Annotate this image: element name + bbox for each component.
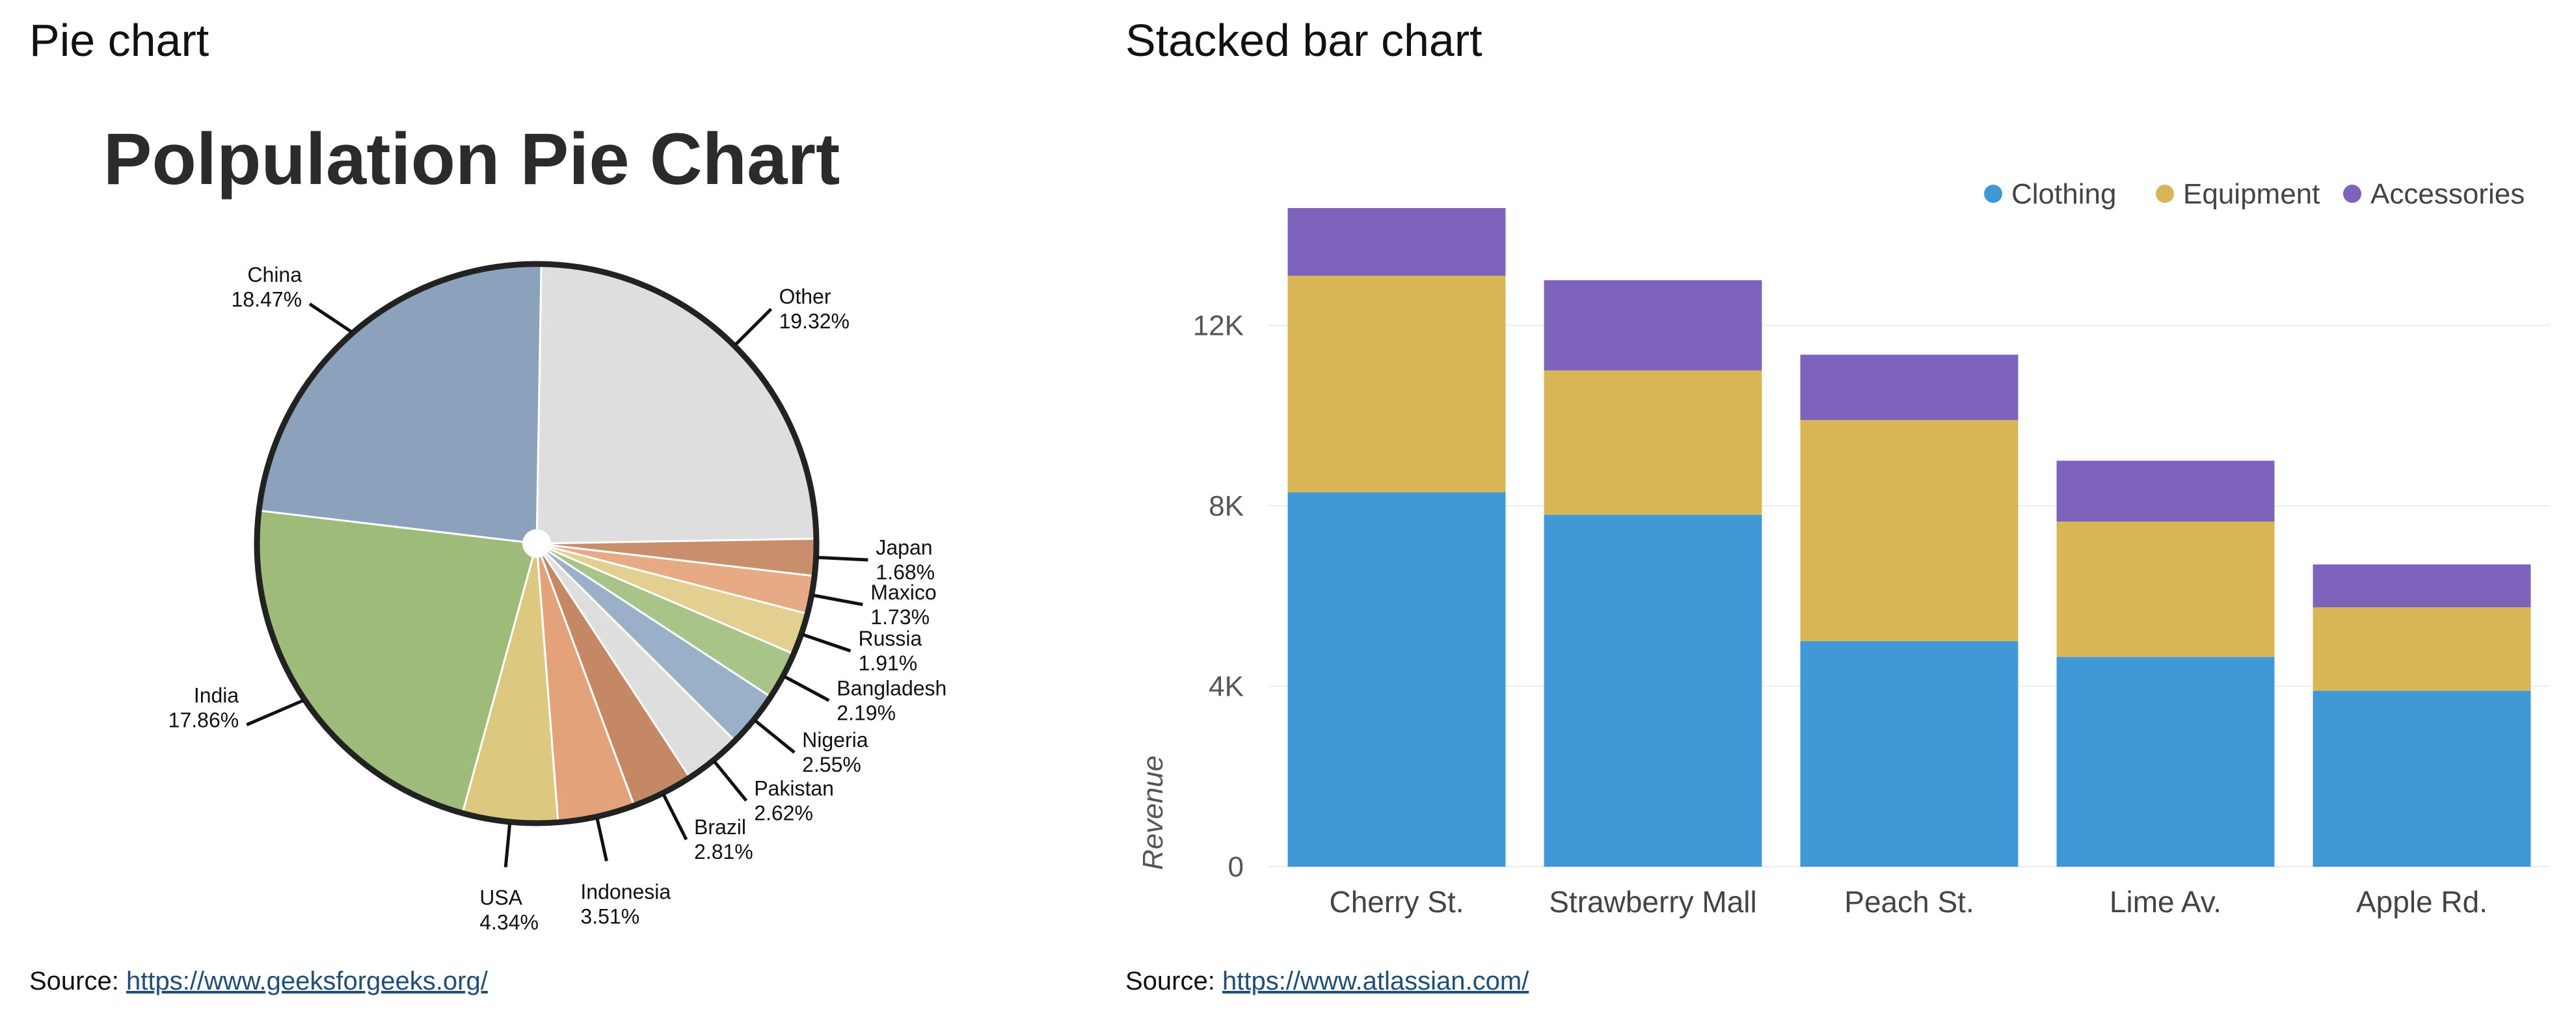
x-tick-peach-st: Peach St.	[1844, 885, 1974, 919]
pie-label-maxico: Maxico	[870, 581, 936, 604]
legend-label-accessories: Accessories	[2370, 178, 2525, 210]
legend-label-equipment: Equipment	[2183, 178, 2320, 210]
bar-lime-av-equipment	[2056, 521, 2275, 657]
bar-cherry-st-accessories	[1287, 208, 1506, 276]
pie-label-usa: USA	[479, 886, 522, 910]
pie-label-indonesia: Indonesia	[580, 880, 671, 903]
y-axis-label: Revenue	[1137, 756, 1169, 870]
pie-leader-indonesia	[595, 817, 608, 862]
pie-outline	[254, 261, 820, 826]
y-tick-0: 0	[1228, 851, 1244, 883]
pie-leader-usa	[503, 822, 512, 867]
pie-label-nigeria: Nigeria	[802, 728, 868, 752]
pie-chart-title: Polpulation Pie Chart	[103, 118, 840, 200]
y-tick-4K: 4K	[1209, 670, 1244, 702]
x-tick-strawberry-mall: Strawberry Mall	[1549, 885, 1757, 919]
pie-value-japan: 1.68%	[876, 560, 935, 584]
pie-label-pakistan: Pakistan	[754, 776, 834, 800]
stacked-bar-chart: 0 4K 8K 12K Cherry St. Strawberry Mall Peach …	[1137, 178, 2550, 919]
x-tick-apple-rd: Apple Rd.	[2356, 885, 2488, 919]
legend-swatch-equipment	[2156, 185, 2174, 203]
pie-leader-bangladesh	[783, 675, 830, 702]
bar-peach-st-equipment	[1800, 420, 2019, 642]
pie-label-other: Other	[779, 285, 831, 308]
y-tick-12K: 12K	[1193, 309, 1244, 341]
bar-source-link[interactable]: https://www.atlassian.com/	[1222, 967, 1529, 995]
pie-leader-nigeria	[753, 719, 796, 754]
bar-cherry-st-clothing	[1287, 492, 1506, 867]
pie-value-maxico: 1.73%	[870, 605, 930, 629]
pie-label-china: China	[247, 263, 302, 286]
pie-leader-japan	[817, 555, 868, 562]
pie-value-brazil: 2.81%	[694, 840, 753, 863]
pie-center-dot	[522, 529, 551, 558]
pie-leader-china	[308, 302, 353, 334]
pie-value-usa: 4.34%	[479, 911, 539, 934]
pie-slice-other	[535, 263, 818, 545]
pie-value-china: 18.47%	[231, 287, 302, 311]
bar-cherry-st-equipment	[1287, 276, 1506, 493]
pie-value-bangladesh: 2.19%	[837, 701, 896, 724]
pie-source-label: Source:	[29, 967, 119, 995]
legend-swatch-clothing	[1984, 185, 2002, 203]
legend-swatch-accessories	[2343, 185, 2361, 203]
bar-peach-st-accessories	[1800, 354, 2019, 421]
pie-panel-heading: Pie chart	[29, 15, 209, 66]
pie-source-link[interactable]: https://www.geeksforgeeks.org/	[126, 967, 488, 995]
pie-leader-other	[734, 308, 773, 347]
pie-leader-maxico	[812, 594, 863, 607]
bar-apple-rd-clothing	[2313, 691, 2531, 867]
pie-value-nigeria: 2.55%	[802, 753, 861, 776]
bar-panel-heading: Stacked bar chart	[1125, 15, 1483, 66]
pie-value-russia: 1.91%	[859, 651, 918, 675]
pie-label-brazil: Brazil	[694, 815, 746, 839]
pie-label-japan: Japan	[876, 536, 932, 559]
x-tick-cherry-st: Cherry St.	[1329, 885, 1464, 919]
bar-strawberry-mall-clothing	[1544, 514, 1762, 867]
pie-leader-pakistan	[712, 760, 748, 802]
bar-apple-rd-accessories	[2313, 564, 2531, 608]
y-tick-8K: 8K	[1209, 490, 1244, 522]
pie-leader-russia	[801, 633, 852, 653]
bar-source: Source: https://www.atlassian.com/	[1125, 967, 1529, 996]
pie-value-india: 17.86%	[168, 709, 239, 732]
bar-strawberry-mall-equipment	[1544, 370, 1762, 515]
pie-label-india: India	[194, 684, 239, 707]
pie-source: Source: https://www.geeksforgeeks.org/	[29, 967, 488, 996]
pie-label-bangladesh: Bangladesh	[837, 676, 946, 700]
pie-label-russia: Russia	[859, 627, 922, 650]
bar-apple-rd-equipment	[2313, 607, 2531, 691]
bar-lime-av-accessories	[2056, 460, 2275, 522]
bar-source-label: Source:	[1125, 967, 1215, 995]
pie-leader-brazil	[662, 793, 688, 841]
legend-label-clothing: Clothing	[2011, 178, 2116, 210]
x-tick-lime-av: Lime Av.	[2110, 885, 2221, 919]
pie-value-indonesia: 3.51%	[580, 904, 639, 928]
pie-leader-india	[246, 698, 304, 726]
pie-value-other: 19.32%	[779, 309, 850, 333]
bar-strawberry-mall-accessories	[1544, 280, 1762, 371]
bar-lime-av-clothing	[2056, 657, 2275, 867]
pie-value-pakistan: 2.62%	[754, 801, 813, 824]
bar-peach-st-clothing	[1800, 641, 2019, 867]
